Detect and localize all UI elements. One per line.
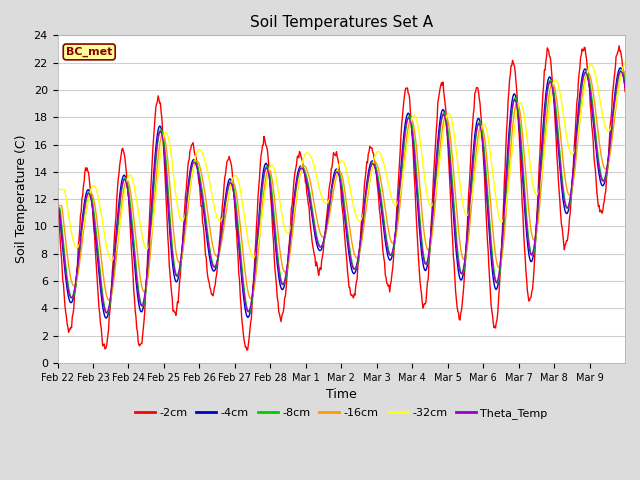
Y-axis label: Soil Temperature (C): Soil Temperature (C)	[15, 135, 28, 264]
Title: Soil Temperatures Set A: Soil Temperatures Set A	[250, 15, 433, 30]
Text: BC_met: BC_met	[66, 47, 113, 57]
X-axis label: Time: Time	[326, 388, 356, 401]
Legend: -2cm, -4cm, -8cm, -16cm, -32cm, Theta_Temp: -2cm, -4cm, -8cm, -16cm, -32cm, Theta_Te…	[131, 403, 552, 423]
